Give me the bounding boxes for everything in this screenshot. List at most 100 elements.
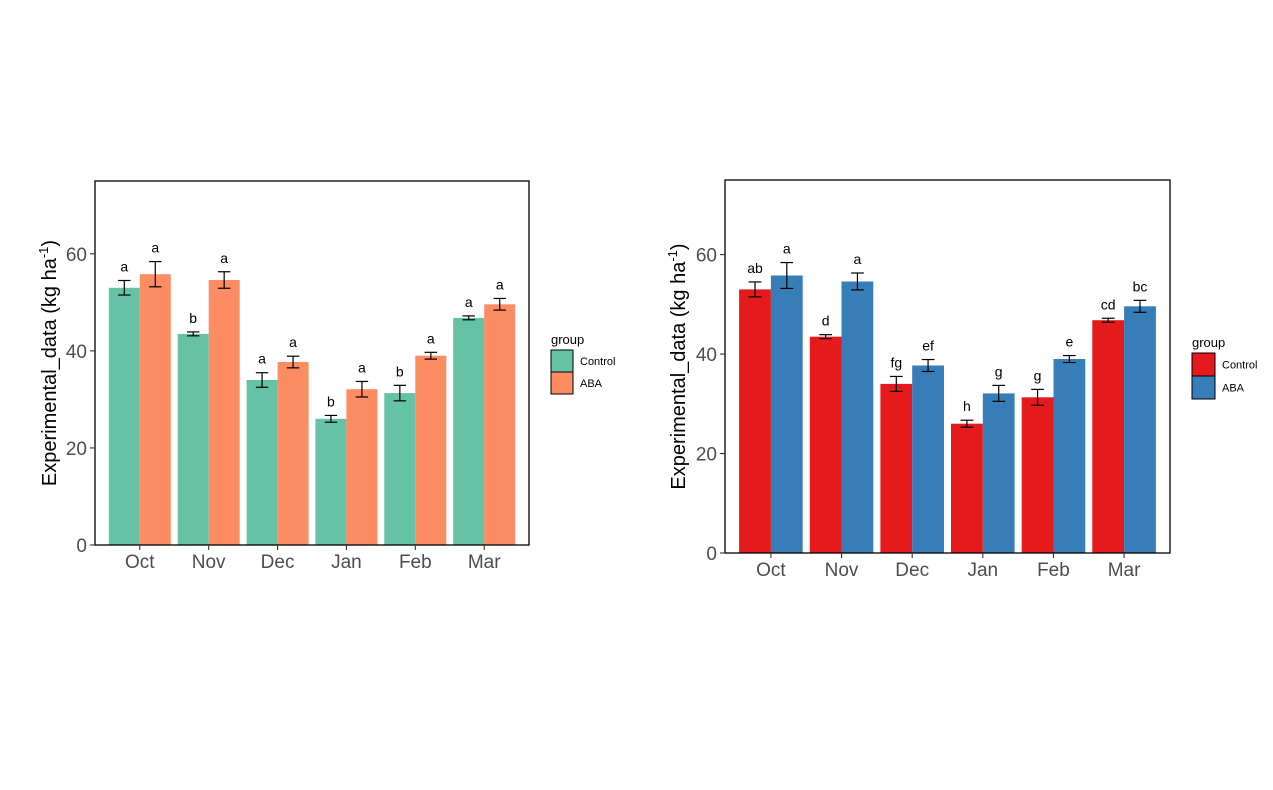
bar bbox=[1124, 306, 1156, 553]
legend: group Control ABA bbox=[1191, 335, 1257, 400]
bar bbox=[951, 423, 983, 553]
error-bar bbox=[118, 279, 131, 296]
y-axis-title: Experimental_data (kg ha-1) bbox=[36, 240, 61, 486]
error-bar bbox=[992, 384, 1006, 402]
legend-title: group bbox=[1192, 335, 1225, 350]
bar bbox=[1092, 320, 1125, 553]
y-tick-label: 60 bbox=[66, 245, 87, 266]
legend-title: group bbox=[551, 332, 584, 347]
bar bbox=[108, 287, 140, 545]
error-bar bbox=[286, 355, 300, 369]
error-bar bbox=[493, 297, 506, 311]
bar bbox=[177, 333, 209, 545]
significance-label: a bbox=[258, 351, 266, 367]
chart-right: ab d fg h g cd a a ef g e bc 0 20 40 60 Oct Nov Dec Jan Feb M… bbox=[665, 179, 1257, 581]
bar bbox=[1021, 397, 1054, 553]
significance-label: a bbox=[220, 250, 228, 266]
bar bbox=[484, 304, 516, 545]
y-tick-label: 0 bbox=[76, 536, 87, 557]
bar bbox=[208, 280, 240, 545]
bar bbox=[739, 289, 771, 553]
legend-label: ABA bbox=[1222, 383, 1245, 395]
error-bar bbox=[149, 260, 162, 288]
significance-label: fg bbox=[890, 354, 902, 370]
significance-label: a bbox=[151, 240, 159, 256]
legend-label: Control bbox=[580, 356, 615, 368]
legend-key bbox=[550, 349, 574, 373]
legend-key bbox=[1191, 352, 1216, 377]
error-bar bbox=[780, 261, 794, 290]
panel-border bbox=[94, 180, 530, 546]
error-bar bbox=[186, 331, 200, 337]
significance-label: b bbox=[189, 310, 197, 326]
x-tick-label: Oct bbox=[125, 552, 155, 573]
bar bbox=[139, 274, 171, 545]
error-bar bbox=[424, 351, 438, 360]
significance-label: a bbox=[120, 259, 128, 275]
legend-label: Control bbox=[1222, 360, 1257, 372]
y-tick-label: 0 bbox=[706, 544, 717, 565]
x-tick-label: Nov bbox=[825, 560, 859, 581]
bar bbox=[912, 365, 944, 553]
error-bar bbox=[851, 272, 864, 291]
significance-label: h bbox=[963, 398, 971, 414]
error-bar bbox=[889, 375, 903, 392]
bar bbox=[1053, 359, 1086, 553]
error-bar bbox=[1031, 388, 1044, 406]
x-tick-label: Mar bbox=[1108, 560, 1141, 581]
significance-label: cd bbox=[1101, 296, 1116, 312]
significance-label: g bbox=[1034, 367, 1042, 383]
x-tick-label: Dec bbox=[895, 560, 929, 581]
panel-border bbox=[724, 179, 1171, 554]
error-bar bbox=[748, 281, 762, 298]
y-tick-label: 20 bbox=[66, 439, 87, 460]
significance-label: a bbox=[289, 334, 297, 350]
x-tick-label: Dec bbox=[261, 552, 295, 573]
bar bbox=[453, 317, 485, 545]
chart-left: a b a b b a a a a a a a 0 20 40 60 Oct Nov Dec Jan Feb Mar Exp… bbox=[36, 180, 615, 573]
bar bbox=[982, 393, 1015, 553]
y-tick-label: 40 bbox=[66, 342, 87, 363]
x-tick-label: Feb bbox=[1037, 560, 1070, 581]
significance-label: b bbox=[327, 393, 335, 409]
error-bar bbox=[462, 315, 475, 321]
significance-label: a bbox=[783, 241, 791, 257]
error-bar bbox=[921, 358, 935, 373]
error-bar bbox=[324, 414, 338, 423]
error-bar bbox=[393, 384, 407, 402]
bar bbox=[415, 355, 447, 545]
error-bar bbox=[819, 334, 833, 340]
error-bar bbox=[1062, 354, 1076, 364]
legend-key bbox=[1191, 375, 1216, 400]
legend: group Control ABA bbox=[550, 332, 615, 395]
bar bbox=[277, 362, 309, 545]
y-tick-label: 40 bbox=[696, 345, 717, 366]
significance-label: a bbox=[854, 251, 862, 267]
x-tick-label: Jan bbox=[967, 560, 998, 581]
y-tick-label: 20 bbox=[696, 445, 717, 466]
x-tick-label: Oct bbox=[756, 560, 786, 581]
bar bbox=[770, 275, 803, 553]
error-bar bbox=[217, 271, 231, 289]
significance-label: ef bbox=[922, 338, 934, 354]
bar bbox=[880, 383, 913, 553]
significance-label: e bbox=[1065, 334, 1073, 350]
x-tick-label: Mar bbox=[468, 552, 501, 573]
bar bbox=[384, 393, 416, 545]
y-tick-label: 60 bbox=[696, 246, 717, 267]
significance-label: bc bbox=[1133, 278, 1148, 294]
bar bbox=[346, 389, 378, 545]
significance-label: a bbox=[496, 277, 504, 293]
y-axis-title: Experimental_data (kg ha-1) bbox=[665, 243, 690, 489]
significance-label: ab bbox=[747, 260, 763, 276]
significance-label: b bbox=[396, 363, 404, 379]
legend-key bbox=[550, 371, 574, 395]
significance-label: d bbox=[822, 313, 830, 329]
significance-label: g bbox=[995, 363, 1003, 379]
error-bar bbox=[1101, 317, 1115, 323]
significance-label: a bbox=[358, 359, 366, 375]
error-bar bbox=[1133, 299, 1147, 313]
error-bar bbox=[255, 372, 269, 388]
bar bbox=[246, 380, 278, 545]
